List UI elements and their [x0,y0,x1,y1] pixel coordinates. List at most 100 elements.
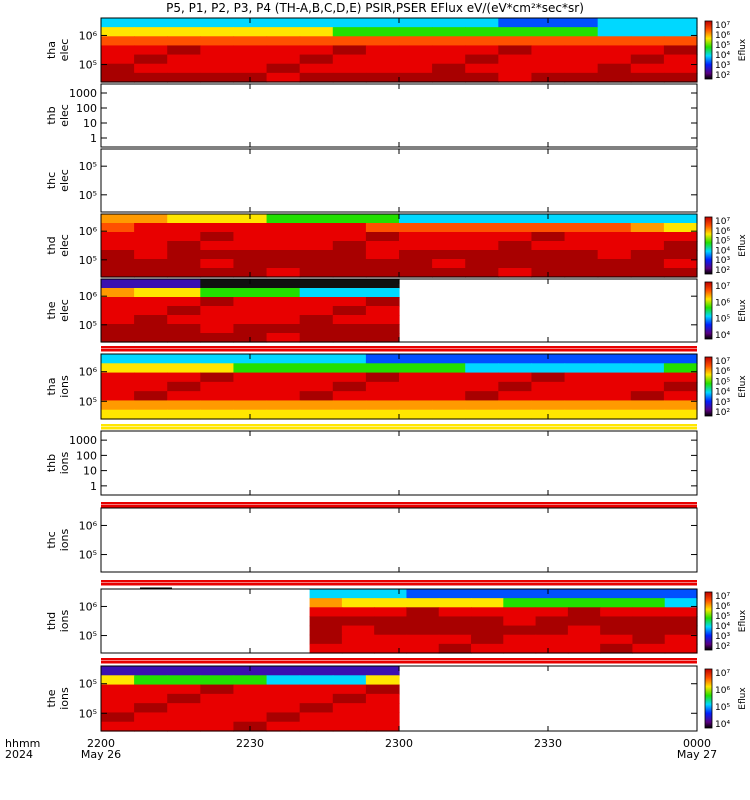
heatmap-cell [299,45,334,56]
heatmap-cell [498,45,533,56]
heatmap-cell [432,214,466,224]
heatmap-cell [597,54,632,65]
heatmap-cell [200,241,235,251]
heatmap-cell [632,616,666,627]
heatmap-cell [332,363,367,374]
heatmap-cell [101,223,135,233]
heatmap-cell [365,214,400,224]
heatmap-cell [535,598,569,608]
panel-thb-ions: 1000 100 10 1 thbions [45,430,698,496]
heatmap-cell [531,54,566,65]
colorbar-tick-label: 10⁷ [715,282,730,292]
heatmap-cell [309,616,343,627]
heatmap-cell [101,250,135,260]
time-axis-year: 2024 [5,748,33,761]
heatmap-cell [399,250,433,260]
heatmap-cell [597,363,632,374]
heatmap-cell [299,354,334,364]
heatmap-cell [567,643,601,654]
heatmap-cell [266,381,301,392]
time-date-label: May 27 [677,748,717,761]
colorbar-tick-label: 10⁶ [715,602,730,612]
heatmap-cell [630,45,665,56]
heatmap-cell [564,36,599,47]
heatmap-cell [134,27,168,37]
heatmap-cell [101,400,135,411]
heatmap-cell [600,598,634,608]
heatmap-cell [465,18,499,28]
heatmap-cell [564,250,599,260]
heatmap-cell [332,354,367,364]
heatmap-cell [332,250,367,260]
heatmap-cell [432,18,466,28]
heatmap-cell [630,391,665,402]
heatmap-cell [134,18,168,28]
heatmap-cell [632,634,666,645]
heatmap-cell [266,36,301,47]
heatmap-cell [101,63,135,74]
heatmap-cell [299,232,334,242]
heatmap-cell [564,259,599,269]
heatmap-cell [134,232,168,242]
heatmap-cell [597,268,632,278]
heatmap-cell [365,381,400,392]
y-tick-label: 100 [76,102,97,115]
heatmap-cell [200,259,235,269]
heatmap-cell [465,391,499,402]
heatmap-cell [341,589,375,599]
colorbar-tick-label: 10⁵ [715,315,730,325]
heatmap-cell [332,315,367,325]
separator-strip [101,346,697,349]
y-tick-label: 10⁵ [79,395,97,408]
heatmap-cell [564,400,599,411]
heatmap-cell [134,409,168,420]
heatmap-cell [399,400,433,411]
heatmap-cell [630,214,665,224]
heatmap-cell [471,625,504,636]
heatmap-cell [432,250,466,260]
heatmap-cell [406,607,440,618]
heatmap-cell [632,598,666,608]
heatmap-cell [498,354,533,364]
heatmap-cell [535,616,569,627]
heatmap-cell [465,363,499,374]
heatmap-cell [266,363,301,374]
heatmap-cell [299,214,334,224]
colorbar-scale [704,668,713,729]
heatmap-cell [498,400,533,411]
heatmap-cell [266,333,301,343]
heatmap-cell [531,36,566,47]
heatmap-cell [630,72,665,83]
heatmap-cell [101,693,135,704]
heatmap-cell [465,241,499,251]
heatmap-cell [498,409,533,420]
heatmap-cell [663,232,698,242]
heatmap-cell [167,381,201,392]
panel-the-ions: 10⁵ 10⁵ theions 10⁷ 10⁶ 10⁵ 10⁴ Eflux [45,665,748,732]
heatmap-cell [432,400,466,411]
heatmap-cell [374,598,408,608]
heatmap-cell [309,589,343,599]
heatmap-cell [432,363,466,374]
heatmap-cell [101,675,135,686]
heatmap-cell [200,288,235,298]
heatmap-cell [134,391,168,402]
colorbar-scale [704,20,713,80]
heatmap-cell [101,36,135,47]
heatmap-cell [266,684,301,695]
heatmap-cell [365,45,400,56]
heatmap-cell [432,72,466,83]
heatmap-cell [531,372,566,383]
heatmap-cell [399,381,433,392]
heatmap-cell [332,409,367,420]
heatmap-cell [101,288,135,298]
time-tick-label: 2230 [236,737,264,750]
heatmap-cell [332,324,367,334]
heatmap-cell [564,223,599,233]
heatmap-cell [663,241,698,251]
heatmap-cell [332,18,367,28]
heatmap-cell [200,391,235,402]
heatmap-cell [365,712,400,723]
heatmap-cell [663,268,698,278]
